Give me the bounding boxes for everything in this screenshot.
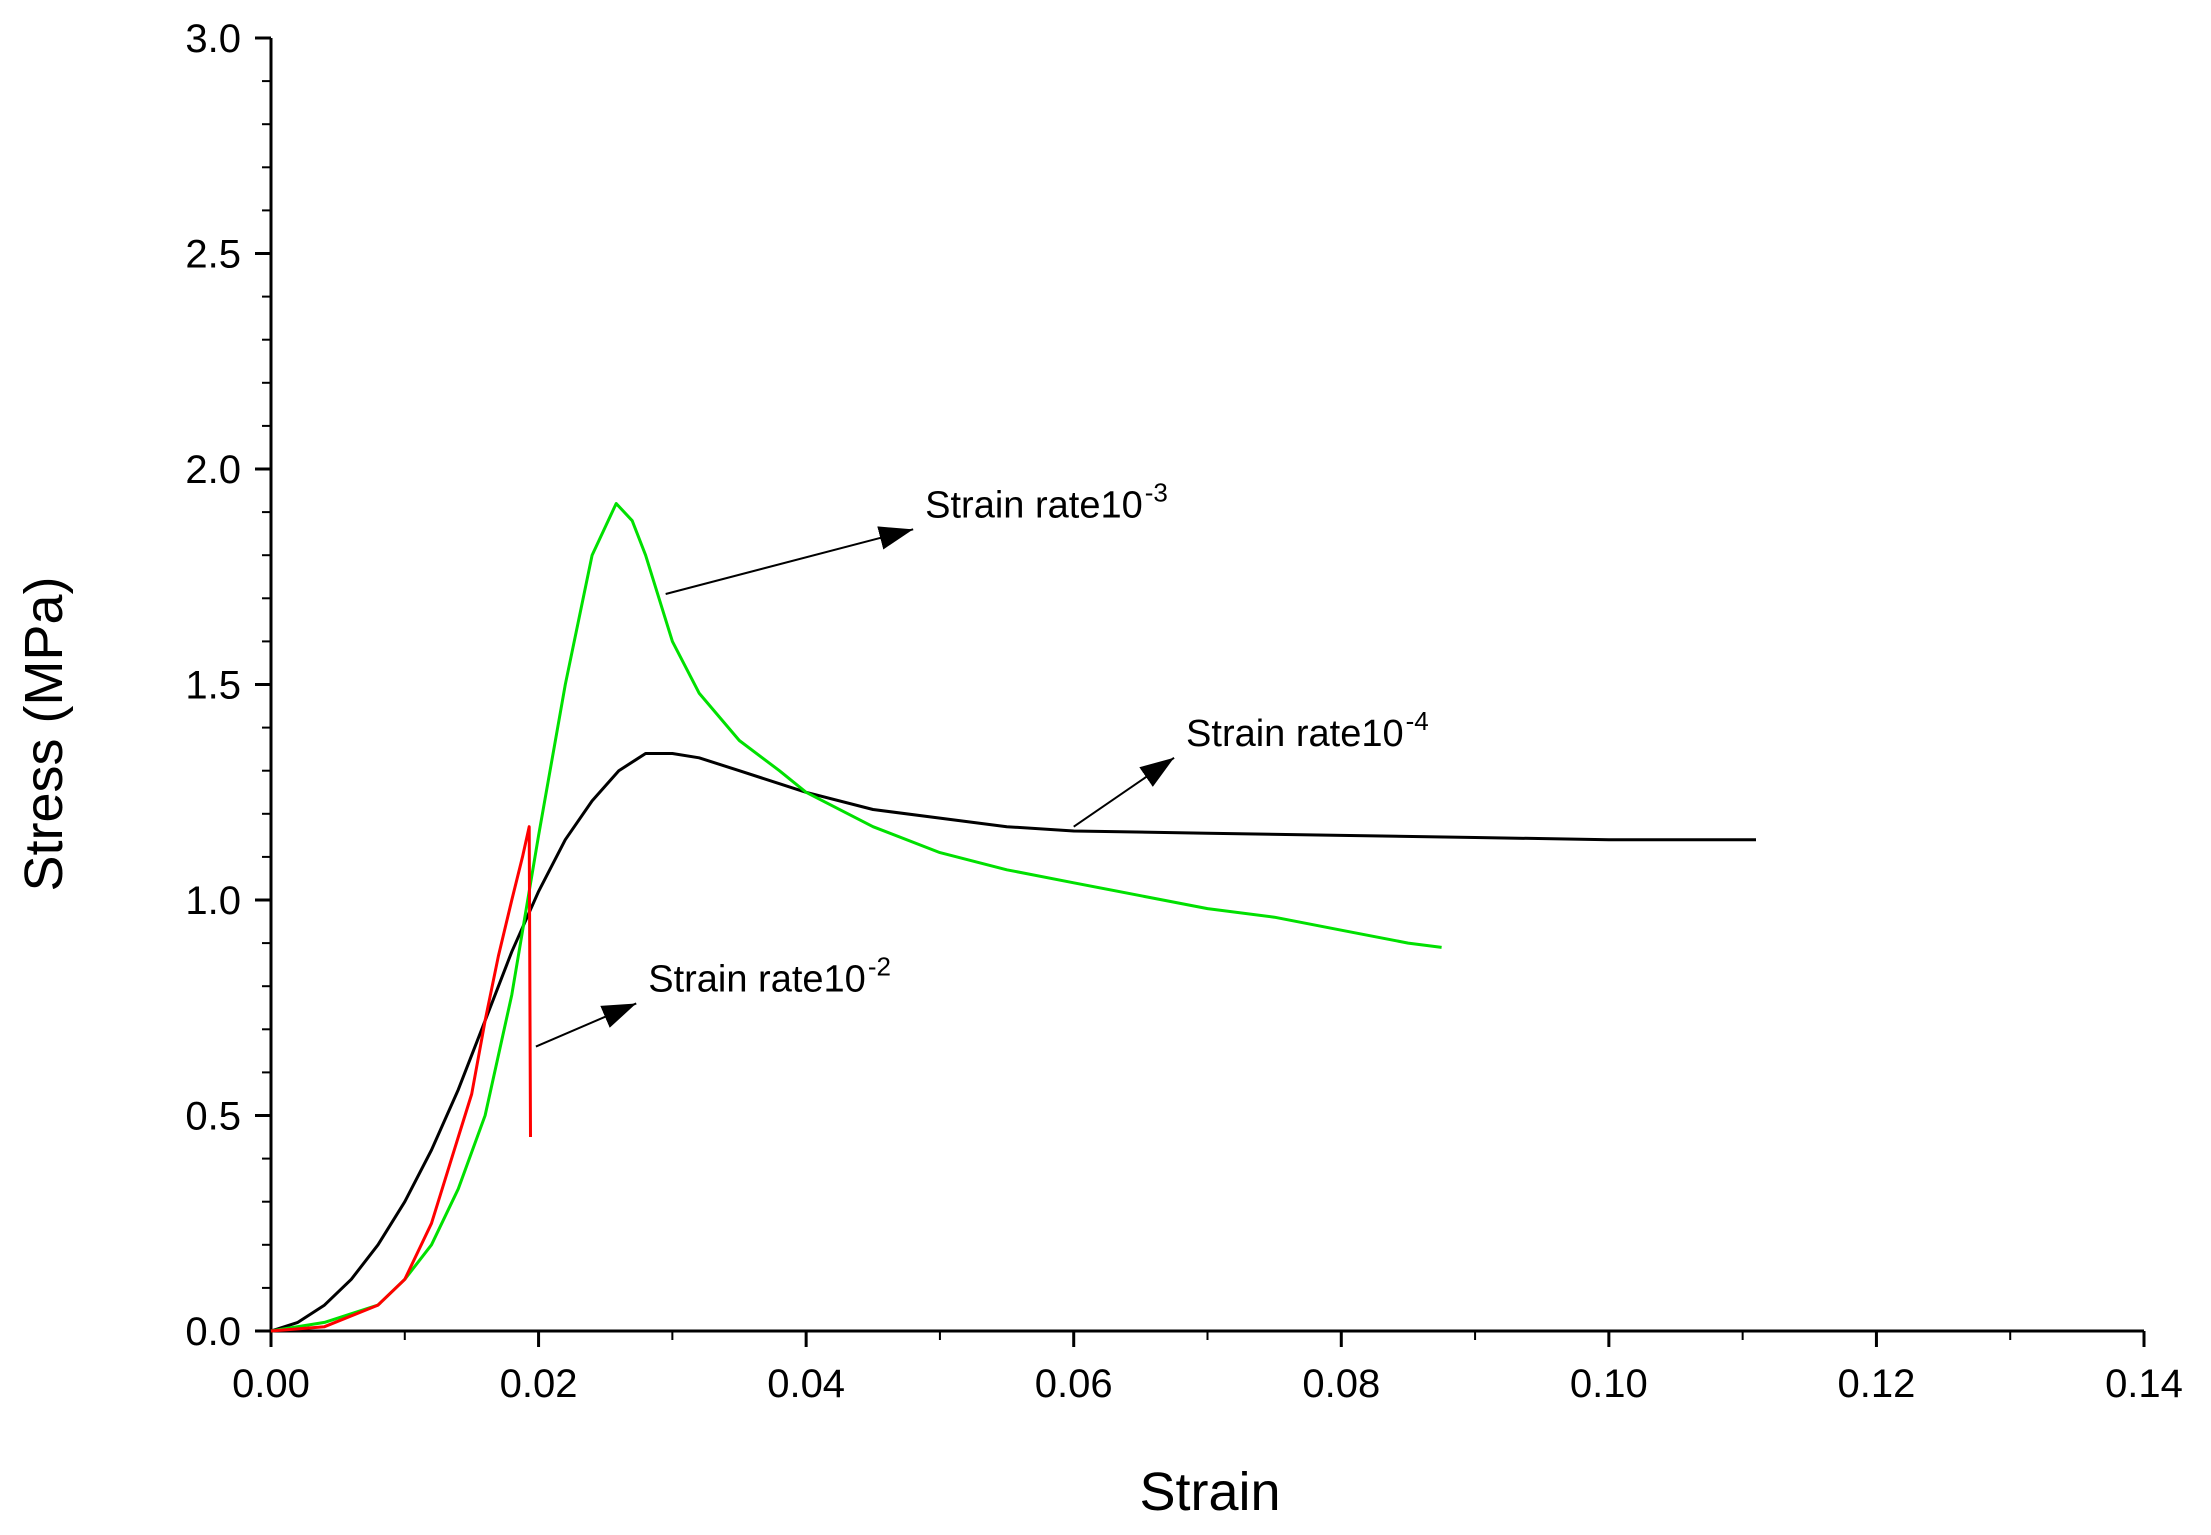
annotation-arrow [665,526,914,595]
y-tick-label: 2.0 [185,448,241,492]
x-tick-label: 0.00 [232,1362,310,1406]
x-tick-label: 0.02 [500,1362,578,1406]
y-axis-title: Stress (MPa) [14,576,74,891]
x-tick-label: 0.10 [1570,1362,1648,1406]
x-tick-label: 0.14 [2105,1362,2183,1406]
x-tick-label: 0.12 [1837,1362,1915,1406]
axes: 0.00 0.02 0.04 0.06 0.08 0.10 0.12 0.14 0.0 0.5 1.… [185,17,2183,1406]
annotation-arrow [535,1002,637,1048]
annotation-label: Strain rate10-4 [1186,706,1429,755]
series-line-red [270,825,532,1333]
x-tick-label: 0.04 [767,1362,845,1406]
y-tick-label: 3.0 [185,17,241,61]
annotation-label: Strain rate10-2 [648,951,891,1000]
y-tick-label: 0.5 [185,1095,241,1139]
y-tick-label: 1.5 [185,664,241,708]
annotations: Strain rate10-3 Strain rate10-4 Strain rat… [535,477,1429,1048]
series-line-green [270,502,1442,1333]
series-line-black [270,752,1756,1333]
annotation-label: Strain rate10-3 [925,477,1168,526]
series-group [270,502,1756,1333]
y-tick-label: 0.0 [185,1310,241,1354]
y-tick-label: 1.0 [185,879,241,923]
y-tick-label: 2.5 [185,233,241,277]
annotation-arrow [1073,756,1175,828]
x-tick-label: 0.08 [1302,1362,1380,1406]
x-axis-title: Strain [1139,1462,1280,1522]
x-tick-label: 0.06 [1035,1362,1113,1406]
